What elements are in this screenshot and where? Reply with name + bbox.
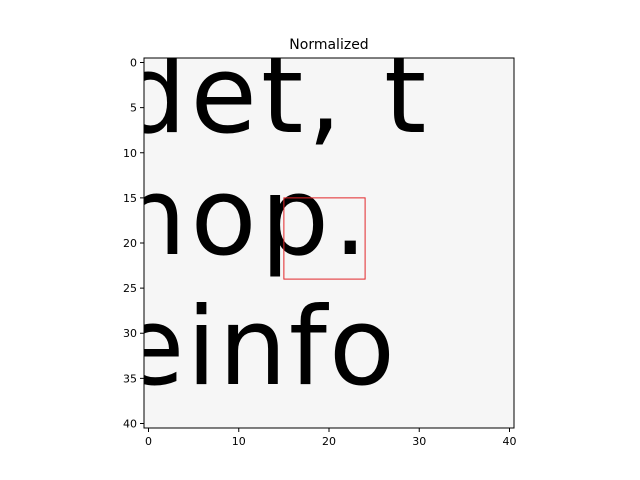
x-tick-label: 40 — [502, 435, 516, 448]
y-tick-label: 15 — [123, 192, 137, 205]
image-area: det, t nop. einfo — [118, 33, 514, 428]
highlight-box — [283, 197, 366, 280]
x-tick-label: 0 — [145, 435, 152, 448]
x-tick-label: 30 — [412, 435, 426, 448]
image-background — [144, 58, 514, 428]
x-tick-label: 20 — [322, 435, 336, 448]
y-tick-label: 25 — [123, 282, 137, 295]
glyph-row-3: einfo — [118, 285, 397, 410]
text-glyphs: det, t nop. einfo — [118, 33, 430, 410]
x-tick-label: 10 — [232, 435, 246, 448]
chart-title: Normalized — [289, 37, 368, 53]
y-tick-label: 30 — [123, 327, 137, 340]
y-tick-label: 5 — [130, 102, 137, 115]
y-tick-label: 0 — [130, 57, 137, 70]
y-tick-label: 10 — [123, 147, 137, 160]
y-tick-label: 40 — [123, 417, 137, 430]
y-tick-label: 35 — [123, 372, 137, 385]
glyph-row-1: det, t — [118, 33, 430, 158]
x-axis: 0 10 20 30 40 — [145, 428, 516, 448]
y-axis: 0 5 10 15 20 25 30 35 40 — [123, 57, 144, 430]
glyph-row-2: nop. — [118, 155, 371, 280]
y-tick-label: 20 — [123, 237, 137, 250]
